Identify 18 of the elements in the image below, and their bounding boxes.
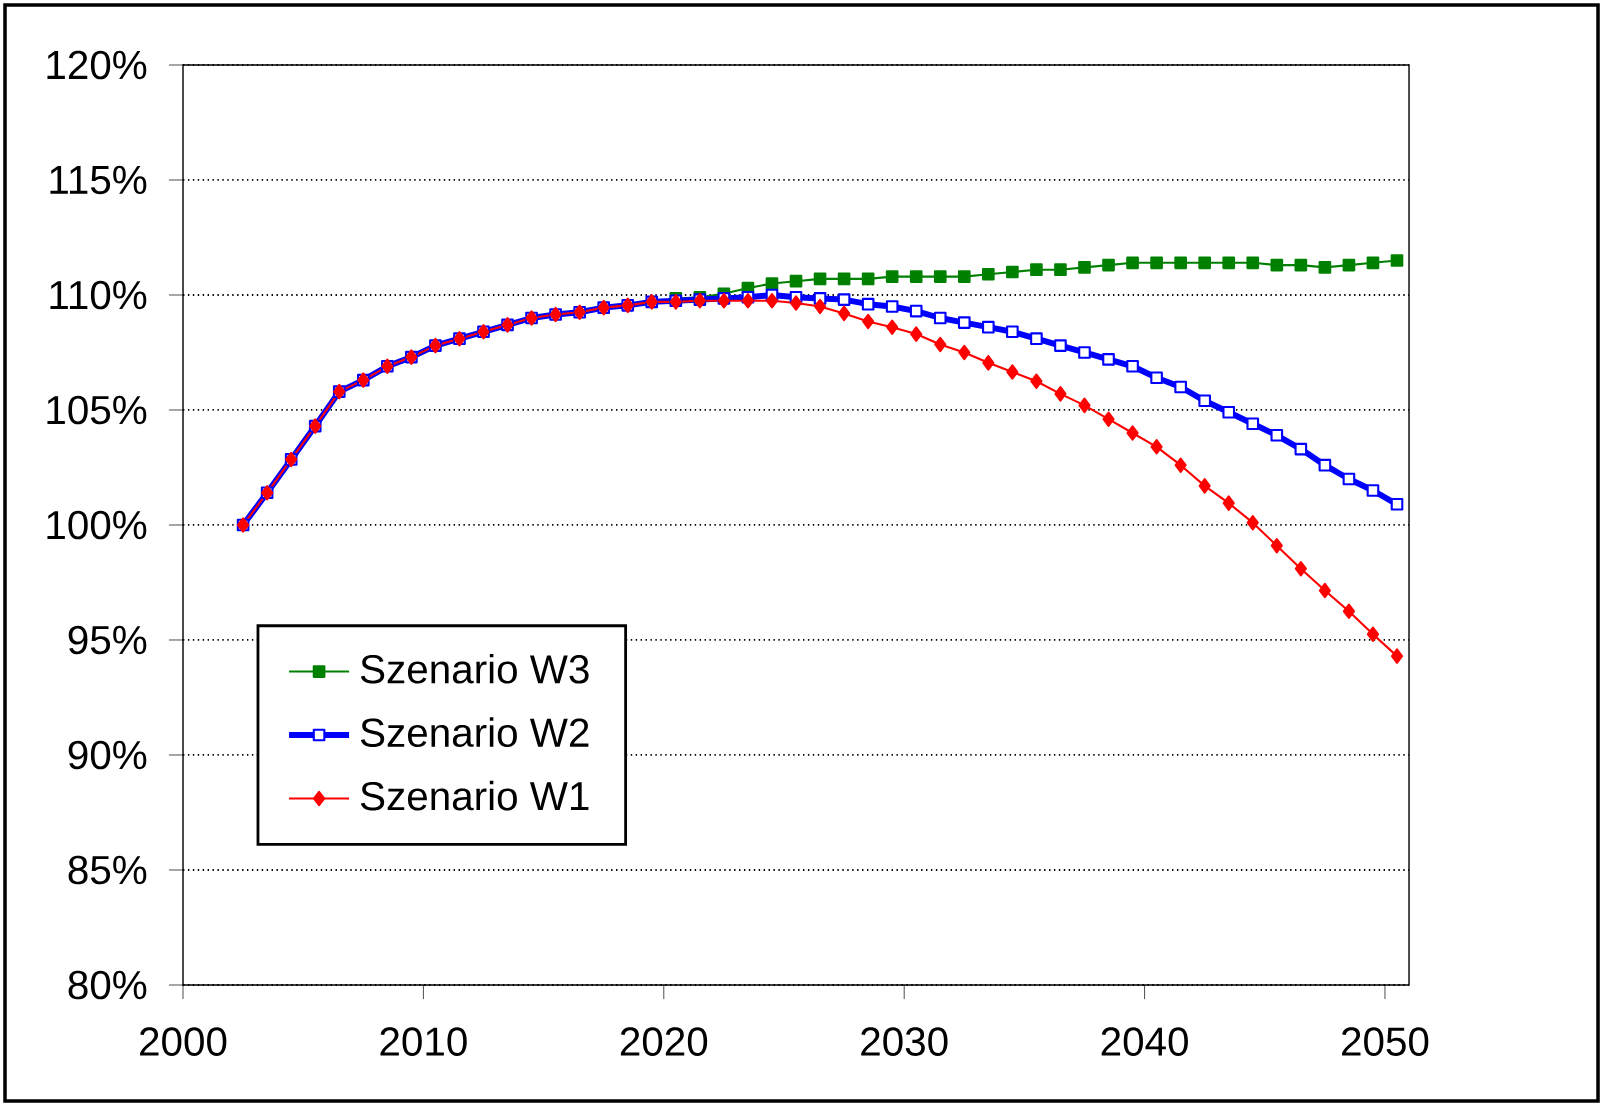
- y-tick-label: 105%: [47, 395, 147, 425]
- y-tick-label: 115%: [50, 165, 147, 195]
- y-tick-label: 80%: [68, 970, 147, 1000]
- x-tick-label: 2030: [861, 1027, 948, 1056]
- y-tick-label: 100%: [47, 510, 147, 540]
- y-tick-label: 110%: [50, 280, 147, 310]
- y-tick-label: 95%: [68, 625, 147, 655]
- legend-label: Szenario W1: [360, 780, 589, 811]
- x-tick-label: 2040: [1101, 1027, 1188, 1056]
- legend-label: Szenario W2: [360, 717, 589, 748]
- x-tick-label: 2050: [1342, 1027, 1429, 1056]
- legend-label: Szenario W3: [360, 653, 589, 684]
- y-tick-label: 120%: [47, 50, 147, 80]
- y-tick-label: 90%: [68, 740, 147, 770]
- x-tick-label: 2020: [620, 1027, 708, 1056]
- x-tick-label: 2000: [140, 1027, 227, 1056]
- y-tick-label: 85%: [68, 855, 147, 885]
- x-tick-label: 2010: [380, 1027, 467, 1056]
